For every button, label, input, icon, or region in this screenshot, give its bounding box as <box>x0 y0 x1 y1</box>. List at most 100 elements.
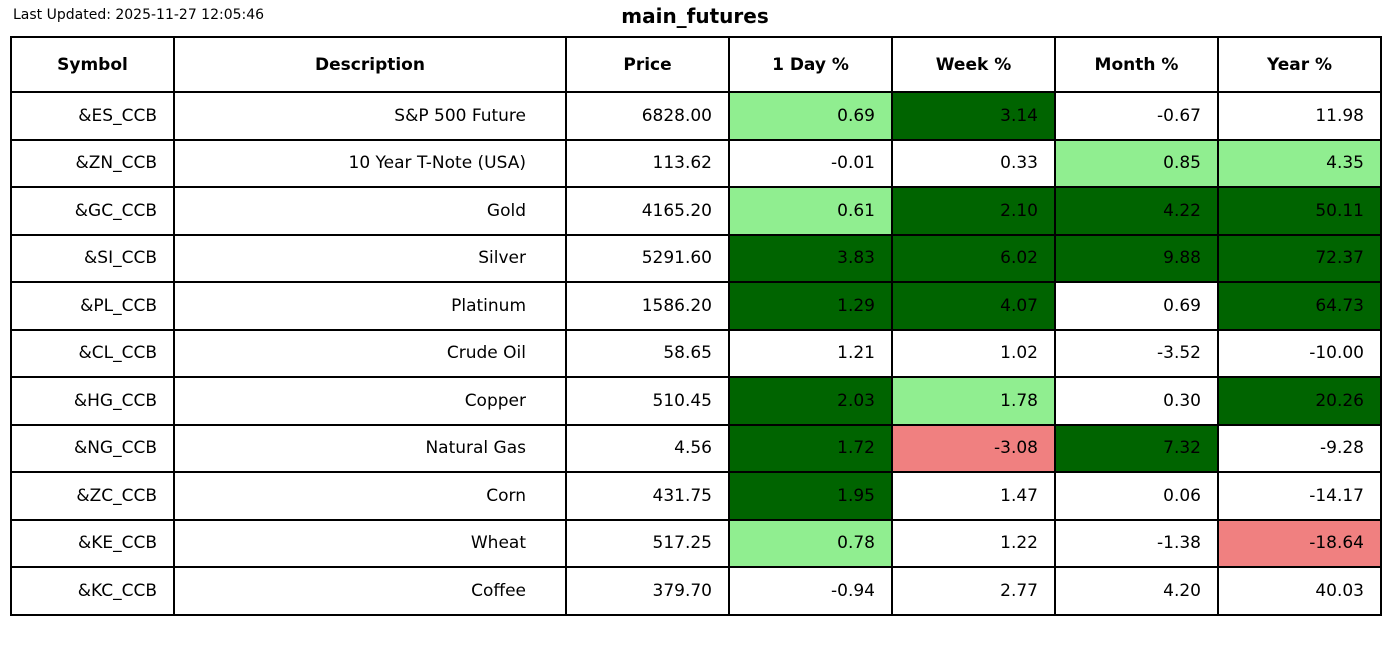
year-pct-cell: -10.00 <box>1217 328 1382 378</box>
price-cell: 5291.60 <box>565 233 730 283</box>
week-pct-cell: 1.47 <box>891 471 1056 521</box>
description-cell: 10 Year T-Note (USA) <box>173 138 567 188</box>
month-pct-cell: 0.85 <box>1054 138 1219 188</box>
year-pct-cell: 4.35 <box>1217 138 1382 188</box>
price-cell: 6828.00 <box>565 91 730 141</box>
year-pct-cell: 20.26 <box>1217 376 1382 426</box>
symbol-cell: &HG_CCB <box>10 376 175 426</box>
description-cell: Corn <box>173 471 567 521</box>
table-row: &HG_CCB Copper 510.45 2.03 1.78 0.30 20.26 <box>10 376 1382 426</box>
col-header-description: Description <box>173 36 567 93</box>
price-cell: 379.70 <box>565 566 730 616</box>
symbol-cell: &ES_CCB <box>10 91 175 141</box>
day-pct-cell: 0.61 <box>728 186 893 236</box>
table-row: &KE_CCB Wheat 517.25 0.78 1.22 -1.38 -18.64 <box>10 518 1382 568</box>
price-cell: 1586.20 <box>565 281 730 331</box>
description-cell: Silver <box>173 233 567 283</box>
day-pct-cell: 0.69 <box>728 91 893 141</box>
week-pct-cell: 1.78 <box>891 376 1056 426</box>
year-pct-cell: 50.11 <box>1217 186 1382 236</box>
price-cell: 4165.20 <box>565 186 730 236</box>
page-title: main_futures <box>621 4 769 28</box>
col-header-day-pct: 1 Day % <box>728 36 893 93</box>
month-pct-cell: -3.52 <box>1054 328 1219 378</box>
year-pct-cell: 72.37 <box>1217 233 1382 283</box>
year-pct-cell: -9.28 <box>1217 423 1382 473</box>
symbol-cell: &ZN_CCB <box>10 138 175 188</box>
month-pct-cell: 0.69 <box>1054 281 1219 331</box>
year-pct-cell: -18.64 <box>1217 518 1382 568</box>
week-pct-cell: 1.22 <box>891 518 1056 568</box>
price-cell: 4.56 <box>565 423 730 473</box>
col-header-symbol: Symbol <box>10 36 175 93</box>
table-row: &KC_CCB Coffee 379.70 -0.94 2.77 4.20 40.03 <box>10 566 1382 616</box>
day-pct-cell: 1.29 <box>728 281 893 331</box>
col-header-week-pct: Week % <box>891 36 1056 93</box>
day-pct-cell: 1.95 <box>728 471 893 521</box>
table-row: &ZN_CCB 10 Year T-Note (USA) 113.62 -0.01 0.… <box>10 138 1382 188</box>
week-pct-cell: 3.14 <box>891 91 1056 141</box>
year-pct-cell: -14.17 <box>1217 471 1382 521</box>
day-pct-cell: -0.01 <box>728 138 893 188</box>
price-cell: 517.25 <box>565 518 730 568</box>
description-cell: Wheat <box>173 518 567 568</box>
col-header-month-pct: Month % <box>1054 36 1219 93</box>
symbol-cell: &KC_CCB <box>10 566 175 616</box>
last-updated-timestamp: Last Updated: 2025-11-27 12:05:46 <box>13 7 265 23</box>
symbol-cell: &CL_CCB <box>10 328 175 378</box>
month-pct-cell: 0.06 <box>1054 471 1219 521</box>
description-cell: Crude Oil <box>173 328 567 378</box>
description-cell: Gold <box>173 186 567 236</box>
price-cell: 58.65 <box>565 328 730 378</box>
day-pct-cell: 1.21 <box>728 328 893 378</box>
week-pct-cell: 2.10 <box>891 186 1056 236</box>
symbol-cell: &SI_CCB <box>10 233 175 283</box>
month-pct-cell: 9.88 <box>1054 233 1219 283</box>
table-row: &NG_CCB Natural Gas 4.56 1.72 -3.08 7.32 -9.28 <box>10 423 1382 473</box>
year-pct-cell: 11.98 <box>1217 91 1382 141</box>
futures-table: Symbol Description Price 1 Day % Week % … <box>10 36 1382 616</box>
week-pct-cell: -3.08 <box>891 423 1056 473</box>
week-pct-cell: 6.02 <box>891 233 1056 283</box>
day-pct-cell: 1.72 <box>728 423 893 473</box>
symbol-cell: &NG_CCB <box>10 423 175 473</box>
col-header-year-pct: Year % <box>1217 36 1382 93</box>
table-body: &ES_CCB S&P 500 Future 6828.00 0.69 3.14 -0.6… <box>10 91 1382 616</box>
week-pct-cell: 1.02 <box>891 328 1056 378</box>
symbol-cell: &ZC_CCB <box>10 471 175 521</box>
week-pct-cell: 0.33 <box>891 138 1056 188</box>
price-cell: 510.45 <box>565 376 730 426</box>
description-cell: Coffee <box>173 566 567 616</box>
year-pct-cell: 64.73 <box>1217 281 1382 331</box>
description-cell: Natural Gas <box>173 423 567 473</box>
month-pct-cell: 0.30 <box>1054 376 1219 426</box>
day-pct-cell: 3.83 <box>728 233 893 283</box>
price-cell: 113.62 <box>565 138 730 188</box>
price-cell: 431.75 <box>565 471 730 521</box>
month-pct-cell: 7.32 <box>1054 423 1219 473</box>
week-pct-cell: 4.07 <box>891 281 1056 331</box>
day-pct-cell: 0.78 <box>728 518 893 568</box>
month-pct-cell: -0.67 <box>1054 91 1219 141</box>
symbol-cell: &KE_CCB <box>10 518 175 568</box>
month-pct-cell: 4.20 <box>1054 566 1219 616</box>
symbol-cell: &GC_CCB <box>10 186 175 236</box>
col-header-price: Price <box>565 36 730 93</box>
table-row: &CL_CCB Crude Oil 58.65 1.21 1.02 -3.52 -10.00 <box>10 328 1382 378</box>
symbol-cell: &PL_CCB <box>10 281 175 331</box>
table-row: &ES_CCB S&P 500 Future 6828.00 0.69 3.14 -0.6… <box>10 91 1382 141</box>
day-pct-cell: 2.03 <box>728 376 893 426</box>
table-row: &GC_CCB Gold 4165.20 0.61 2.10 4.22 50.11 <box>10 186 1382 236</box>
description-cell: Platinum <box>173 281 567 331</box>
table-row: &SI_CCB Silver 5291.60 3.83 6.02 9.88 72.37 <box>10 233 1382 283</box>
year-pct-cell: 40.03 <box>1217 566 1382 616</box>
description-cell: Copper <box>173 376 567 426</box>
month-pct-cell: -1.38 <box>1054 518 1219 568</box>
table-row: &PL_CCB Platinum 1586.20 1.29 4.07 0.69 64.73 <box>10 281 1382 331</box>
table-row: &ZC_CCB Corn 431.75 1.95 1.47 0.06 -14.17 <box>10 471 1382 521</box>
week-pct-cell: 2.77 <box>891 566 1056 616</box>
header-row: Symbol Description Price 1 Day % Week % … <box>10 36 1382 93</box>
month-pct-cell: 4.22 <box>1054 186 1219 236</box>
description-cell: S&P 500 Future <box>173 91 567 141</box>
day-pct-cell: -0.94 <box>728 566 893 616</box>
